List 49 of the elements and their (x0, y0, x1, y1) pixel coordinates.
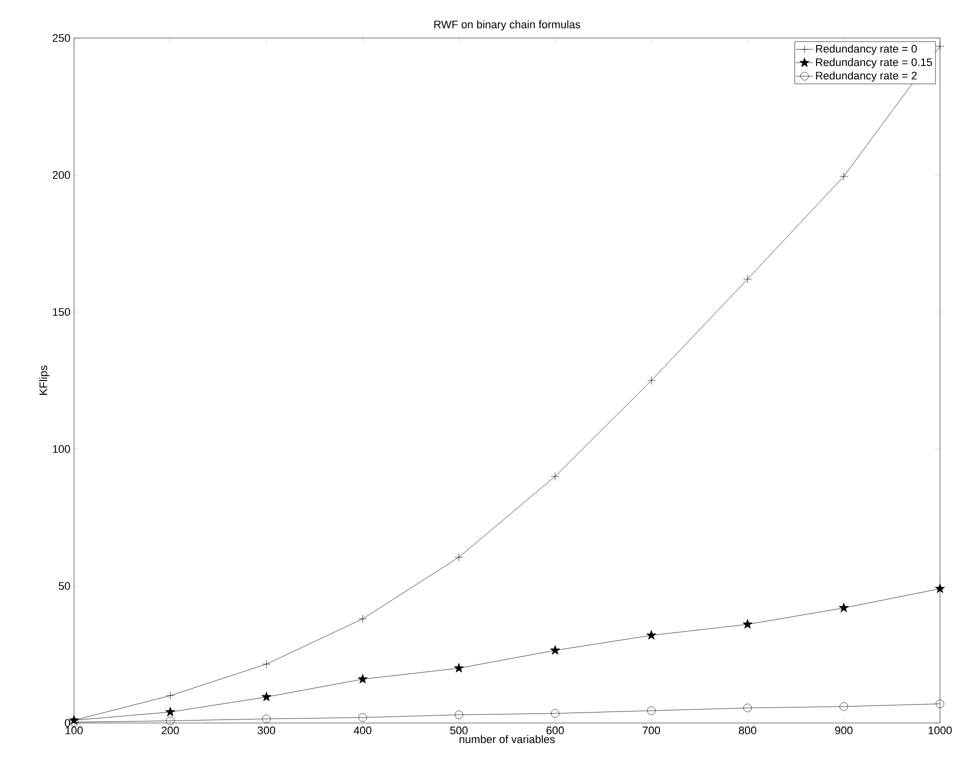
point (358, 713, 367, 722)
point (550, 709, 560, 718)
point (165, 706, 176, 716)
x-tick-label: 400 (354, 726, 372, 734)
point (166, 716, 174, 726)
x-tick-label: 200 (162, 726, 179, 734)
x-tick-label: 500 (450, 726, 468, 734)
point (742, 619, 753, 629)
x-tick-label: 100 (66, 726, 83, 734)
chart-title: RWF on binary chain formulas (434, 20, 580, 30)
point (838, 602, 849, 612)
point (358, 614, 367, 624)
y-tick-label: 0 (64, 719, 70, 727)
point (840, 172, 848, 181)
point (646, 630, 656, 640)
point (358, 674, 368, 684)
legend-label: Redundancy rate = 0 (816, 44, 917, 55)
point (936, 700, 944, 708)
point (550, 645, 560, 655)
point (935, 584, 945, 593)
point (743, 704, 752, 712)
point (647, 706, 656, 715)
point (262, 714, 271, 724)
point (261, 692, 272, 702)
point (166, 691, 174, 700)
y-axis-title: KFlips (39, 366, 50, 395)
x-tick-label: 1000 (928, 726, 952, 734)
x-tick-label: 600 (546, 726, 564, 734)
y-tick-label: 50 (58, 582, 70, 590)
point (840, 702, 848, 711)
y-tick-label: 200 (52, 171, 70, 179)
legend-label: Redundancy rate = 0.15 (816, 58, 932, 68)
legend-label: Redundancy rate = 2 (816, 71, 917, 82)
point (550, 472, 560, 481)
x-tick-label: 700 (642, 726, 660, 734)
point (454, 553, 464, 562)
point (647, 376, 656, 385)
point (262, 660, 271, 668)
point (454, 663, 464, 672)
point (743, 274, 752, 284)
x-tick-label: 800 (738, 726, 756, 734)
x-tick-label: 300 (258, 726, 276, 734)
y-tick-label: 100 (53, 445, 70, 453)
point (936, 42, 944, 50)
x-axis-title: number of variables (460, 735, 555, 744)
point (454, 710, 464, 719)
y-tick-label: 150 (53, 308, 70, 316)
x-tick-label: 900 (835, 726, 852, 734)
y-tick-label: 250 (52, 34, 70, 42)
